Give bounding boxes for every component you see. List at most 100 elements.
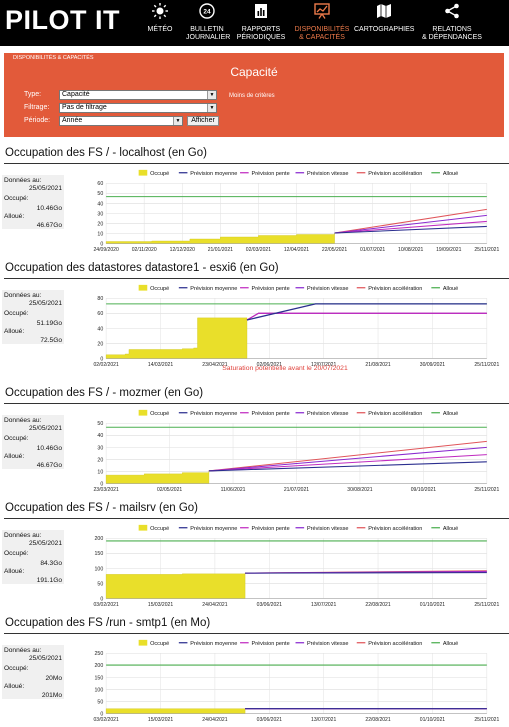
legend-item-label: Occupé	[150, 286, 169, 292]
occupied-area	[105, 470, 210, 484]
y-tick-label: 200	[94, 663, 103, 669]
sun-icon	[152, 3, 168, 19]
y-tick-label: 20	[97, 341, 103, 347]
legend-item-label: Alloué	[443, 171, 458, 177]
forecast-line-moyenne	[245, 572, 487, 574]
summary-info-box: Données au: 25/05/2021 Occupé: 51.19Go Allou…	[2, 290, 64, 344]
x-tick-label: 02/11/2020	[132, 247, 157, 253]
occupied-area	[105, 317, 248, 359]
period-select[interactable]: Année ▼	[59, 116, 183, 126]
capacity-chart: Occupé Prévision moyenne Prévision pente Pr…	[93, 639, 499, 723]
x-tick-label: 23/04/2021	[202, 362, 227, 368]
section-title: Occupation des FS / - mailsrv (en Go)	[5, 502, 199, 514]
forecast-line-pente	[334, 220, 487, 234]
chart-legend: Occupé Prévision moyenne Prévision pente Pr…	[138, 639, 458, 647]
x-tick-label: 09/10/2021	[411, 487, 436, 493]
legend-swatch	[138, 169, 148, 176]
y-tick-label: 30	[97, 445, 103, 451]
legend-item-label: Prévision vitesse	[307, 411, 349, 417]
y-tick-label: 60	[97, 181, 103, 187]
legend-swatch	[138, 639, 148, 646]
forecast-line-acceleration	[246, 312, 487, 321]
y-tick-label: 20	[97, 221, 103, 227]
capacity-chart: Occupé Prévision moyenne Prévision pente Pr…	[93, 284, 499, 368]
legend-item-label: Prévision pente	[252, 286, 290, 292]
legend-item-label: Prévision moyenne	[190, 526, 237, 532]
data-date-label: Données au:	[4, 292, 42, 299]
capacity-section: Occupation des FS /run - smtp1 (en Mo) Do…	[0, 617, 509, 727]
y-tick-label: 50	[97, 421, 103, 427]
used-value: 20Mo	[45, 675, 63, 682]
legend-item-label: Prévision vitesse	[307, 286, 349, 292]
allocated-label: Alloué:	[4, 453, 25, 460]
y-tick-label: 150	[94, 675, 103, 681]
section-divider	[4, 403, 509, 404]
x-tick-label: 03/06/2021	[257, 602, 282, 608]
data-date-label: Données au:	[4, 177, 42, 184]
filter-select[interactable]: Pas de filtrage ▼	[59, 103, 217, 113]
forecast-line-moyenne	[334, 225, 487, 234]
nav-label: MÉTÉO	[147, 26, 173, 33]
breadcrumb[interactable]: DISPONIBILITÉS & CAPACITÉS	[13, 55, 94, 61]
nav-item-meteo[interactable]: MÉTÉO	[140, 0, 180, 46]
x-tick-label: 01/10/2021	[420, 717, 445, 723]
chart-legend: Occupé Prévision moyenne Prévision pente Pr…	[138, 409, 458, 417]
forecast-line-vitesse	[208, 446, 487, 472]
x-tick-label: 13/07/2021	[311, 717, 336, 723]
forecast-line-vitesse	[334, 214, 487, 234]
capacity-section: Occupation des FS / - localhost (en Go) D…	[0, 147, 509, 257]
data-date-label: Données au:	[4, 417, 42, 424]
used-value: 51.19Go	[36, 320, 62, 327]
data-date-value: 25/05/2021	[28, 425, 62, 432]
forecast-line-pente	[246, 312, 487, 321]
summary-info-box: Données au: 25/05/2021 Occupé: 20Mo Alloué: 2…	[2, 645, 64, 699]
y-tick-label: 10	[97, 231, 103, 237]
x-tick-label: 25/11/2021	[474, 362, 499, 368]
x-tick-label: 14/03/2021	[148, 362, 173, 368]
y-tick-label: 0	[100, 481, 103, 487]
display-button[interactable]: Afficher	[187, 116, 219, 126]
map-icon	[377, 4, 391, 18]
y-tick-label: 60	[97, 311, 103, 317]
chevron-down-icon: ▼	[207, 104, 216, 112]
data-date-value: 25/05/2021	[28, 185, 62, 192]
chart-legend: Occupé Prévision moyenne Prévision pente Pr…	[138, 524, 458, 532]
used-label: Occupé:	[4, 435, 29, 442]
section-title: Occupation des datastores datastore1 - e…	[5, 262, 279, 274]
y-tick-label: 40	[97, 326, 103, 332]
legend-item-label: Prévision pente	[252, 526, 290, 532]
forecast-line-acceleration	[208, 440, 487, 472]
legend-item-label: Occupé	[150, 526, 169, 532]
nav-item-disponibilites[interactable]: DISPONIBILITÉS & CAPACITÉS	[294, 0, 350, 46]
nav-item-rapports[interactable]: RAPPORTS PÉRIODIQUES	[236, 0, 286, 46]
section-title: Occupation des FS /run - smtp1 (en Mo)	[5, 617, 211, 629]
brand-logo[interactable]: PILOT IT	[5, 5, 120, 35]
allocated-value: 46.67Go	[36, 462, 62, 469]
y-tick-label: 40	[97, 201, 103, 207]
y-tick-label: 150	[94, 551, 103, 557]
legend-item-label: Prévision pente	[252, 641, 290, 647]
nav-item-relations[interactable]: RELATIONS & DÉPENDANCES	[422, 0, 482, 46]
fewer-criteria-link[interactable]: Moins de critères	[229, 93, 275, 99]
x-tick-label: 22/08/2021	[365, 602, 390, 608]
occupied-area	[105, 233, 335, 244]
section-title: Occupation des FS / - mozmer (en Go)	[5, 387, 204, 399]
chart-legend: Occupé Prévision moyenne Prévision pente Pr…	[138, 169, 458, 177]
x-tick-label: 13/07/2021	[311, 602, 336, 608]
nav-item-bulletin[interactable]: 24 BULLETIN JOURNALIER	[186, 0, 230, 46]
y-tick-label: 20	[97, 457, 103, 463]
page-title: Capacité	[230, 65, 278, 79]
x-tick-label: 11/06/2021	[221, 487, 246, 493]
x-tick-label: 30/08/2021	[347, 487, 372, 493]
y-tick-label: 0	[100, 711, 103, 717]
forecast-line-moyenne	[246, 303, 487, 321]
section-divider	[4, 278, 509, 279]
nav-item-cartographies[interactable]: CARTOGRAPHIES	[354, 0, 414, 46]
type-select[interactable]: Capacité ▼	[59, 90, 217, 100]
svg-text:24: 24	[203, 9, 211, 16]
x-tick-label: 25/11/2021	[474, 487, 499, 493]
type-select-value: Capacité	[62, 91, 90, 98]
legend-item-label: Prévision moyenne	[190, 286, 237, 292]
data-date-value: 25/05/2021	[28, 540, 62, 547]
legend-item-label: Prévision accélération	[368, 286, 422, 292]
